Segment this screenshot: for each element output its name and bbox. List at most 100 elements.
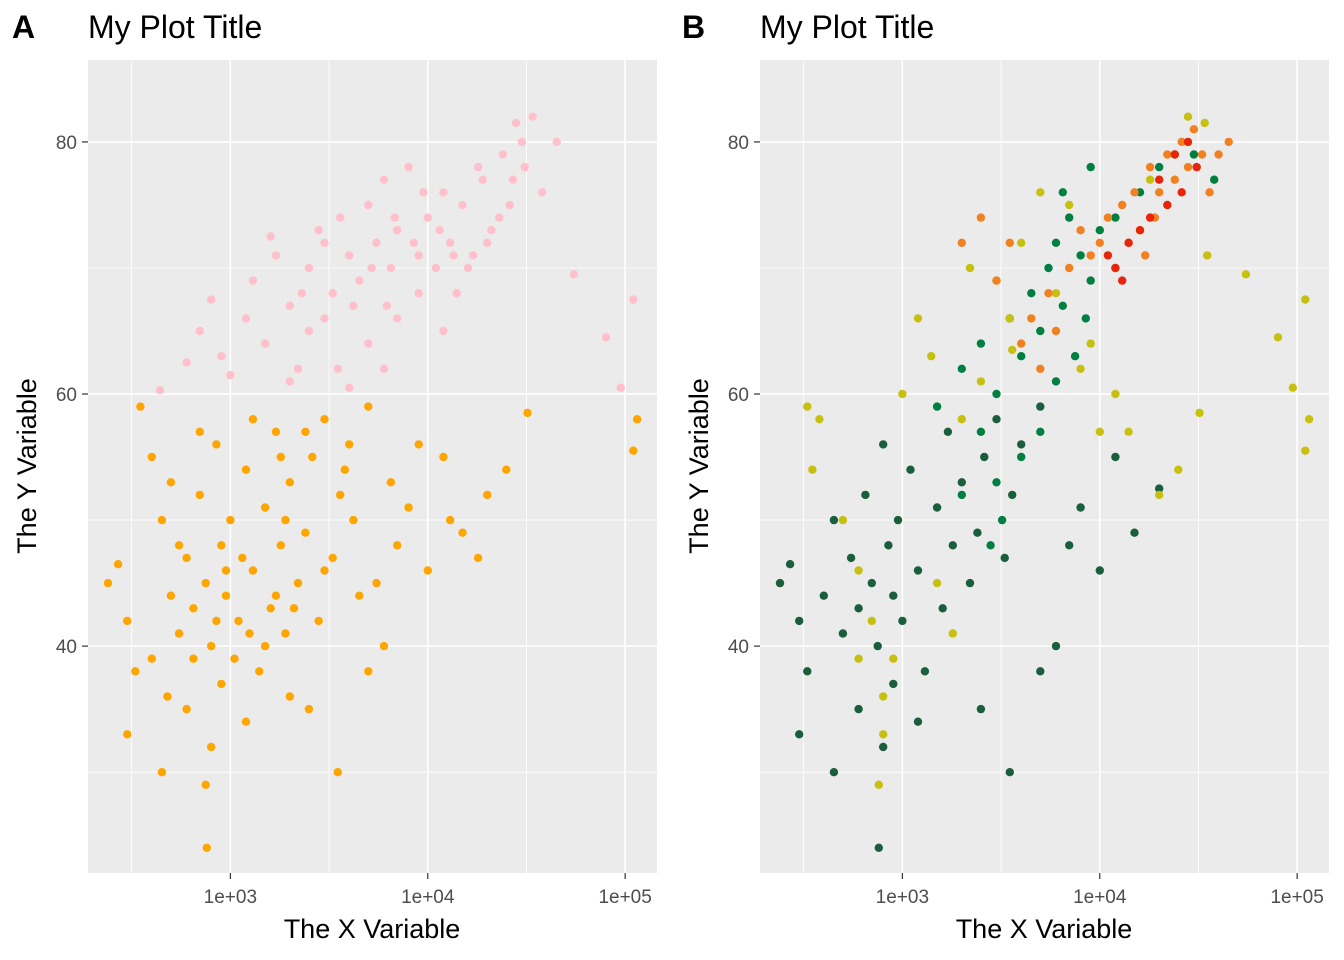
data-point — [1301, 446, 1310, 455]
data-point — [414, 289, 423, 298]
data-point — [157, 768, 167, 777]
data-point — [1051, 326, 1061, 336]
data-point — [336, 490, 345, 500]
data-point — [336, 213, 345, 222]
data-point — [379, 641, 389, 651]
data-point — [452, 289, 461, 298]
data-point — [976, 339, 986, 348]
x-tick-label: 1e+05 — [1270, 887, 1323, 908]
data-point — [867, 578, 876, 588]
data-point — [207, 742, 216, 752]
data-point — [1111, 263, 1120, 273]
data-point — [147, 654, 156, 663]
data-point — [889, 591, 898, 600]
data-point — [1008, 345, 1017, 355]
y-axis-ticks: 40 60 80 — [56, 133, 88, 658]
data-point — [523, 408, 532, 418]
data-point — [957, 364, 966, 373]
data-point — [913, 566, 923, 575]
data-point — [276, 541, 285, 550]
data-point — [234, 616, 243, 626]
data-point — [1051, 641, 1061, 651]
data-point — [386, 263, 395, 273]
data-point — [333, 768, 342, 777]
data-point — [320, 415, 329, 424]
data-point — [1197, 150, 1207, 159]
data-point — [285, 377, 294, 386]
data-point — [1103, 213, 1113, 222]
data-point — [1130, 528, 1139, 537]
data-point — [775, 578, 785, 588]
data-point — [1124, 427, 1133, 436]
data-point — [1183, 137, 1193, 147]
data-point — [1065, 200, 1074, 210]
data-point — [458, 200, 467, 210]
data-point — [478, 175, 487, 184]
data-point — [131, 667, 140, 676]
data-point — [345, 440, 354, 449]
data-point — [898, 616, 907, 626]
data-point — [217, 679, 226, 689]
data-point — [404, 162, 413, 172]
x-tick-label: 1e+04 — [1073, 887, 1127, 908]
data-point — [393, 314, 402, 323]
data-point — [1000, 553, 1009, 563]
data-point — [207, 295, 216, 304]
data-point — [174, 629, 184, 638]
data-point — [320, 566, 329, 575]
data-point — [483, 490, 492, 500]
data-point — [854, 704, 863, 714]
data-point — [803, 667, 812, 676]
data-point — [1163, 150, 1172, 159]
x-axis-title: The X Variable — [284, 914, 461, 944]
data-point — [113, 560, 123, 569]
data-point — [1130, 188, 1139, 197]
data-point — [182, 358, 191, 367]
data-point — [439, 188, 448, 197]
data-point — [1036, 326, 1045, 336]
data-point — [1095, 238, 1105, 247]
data-point — [355, 591, 364, 600]
panel-a: A My Plot Title 1e+03 1e+04 1e+05 40 60 80 T… — [12, 9, 657, 944]
data-point — [439, 452, 448, 462]
data-point — [1058, 188, 1068, 197]
data-point — [304, 263, 314, 273]
data-point — [795, 616, 804, 626]
data-points — [103, 112, 642, 852]
data-point — [948, 629, 957, 638]
data-point — [226, 370, 235, 380]
data-point — [201, 780, 210, 789]
data-point — [1086, 251, 1095, 260]
data-point — [1017, 352, 1026, 361]
data-point — [207, 641, 216, 651]
data-point — [1103, 251, 1113, 260]
data-point — [349, 515, 358, 525]
data-point — [976, 213, 986, 222]
data-point — [1005, 314, 1014, 323]
data-point — [435, 226, 444, 235]
y-axis-title: The Y Variable — [684, 378, 714, 554]
data-point — [1081, 314, 1091, 323]
data-point — [147, 452, 156, 462]
data-point — [1017, 452, 1026, 462]
data-point — [861, 490, 870, 500]
data-point — [473, 553, 483, 563]
data-point — [973, 528, 982, 537]
data-point — [473, 162, 483, 172]
data-point — [414, 440, 423, 449]
data-point — [314, 226, 323, 235]
data-point — [1065, 263, 1074, 273]
x-tick-label: 1e+04 — [401, 887, 455, 908]
data-point — [364, 200, 373, 210]
major-grid — [88, 60, 657, 873]
data-point — [992, 415, 1001, 424]
data-point — [182, 704, 191, 714]
data-point — [355, 276, 364, 285]
plot-panel-background — [760, 60, 1329, 873]
data-point — [829, 515, 839, 525]
data-point — [889, 679, 898, 689]
data-point — [1155, 490, 1164, 500]
data-point — [304, 326, 314, 336]
data-point — [932, 503, 942, 512]
data-point — [260, 641, 270, 651]
